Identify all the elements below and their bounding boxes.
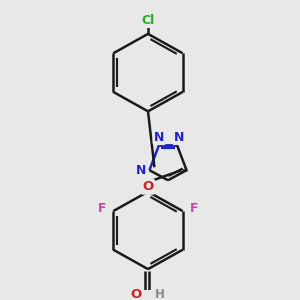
Text: O: O [130, 288, 142, 300]
Text: O: O [142, 180, 154, 193]
Text: N: N [174, 131, 184, 144]
Text: H: H [155, 288, 165, 300]
Text: N: N [136, 164, 147, 177]
Text: Cl: Cl [141, 14, 154, 27]
Text: F: F [98, 202, 106, 214]
Text: N: N [154, 131, 164, 144]
Text: F: F [189, 202, 198, 214]
